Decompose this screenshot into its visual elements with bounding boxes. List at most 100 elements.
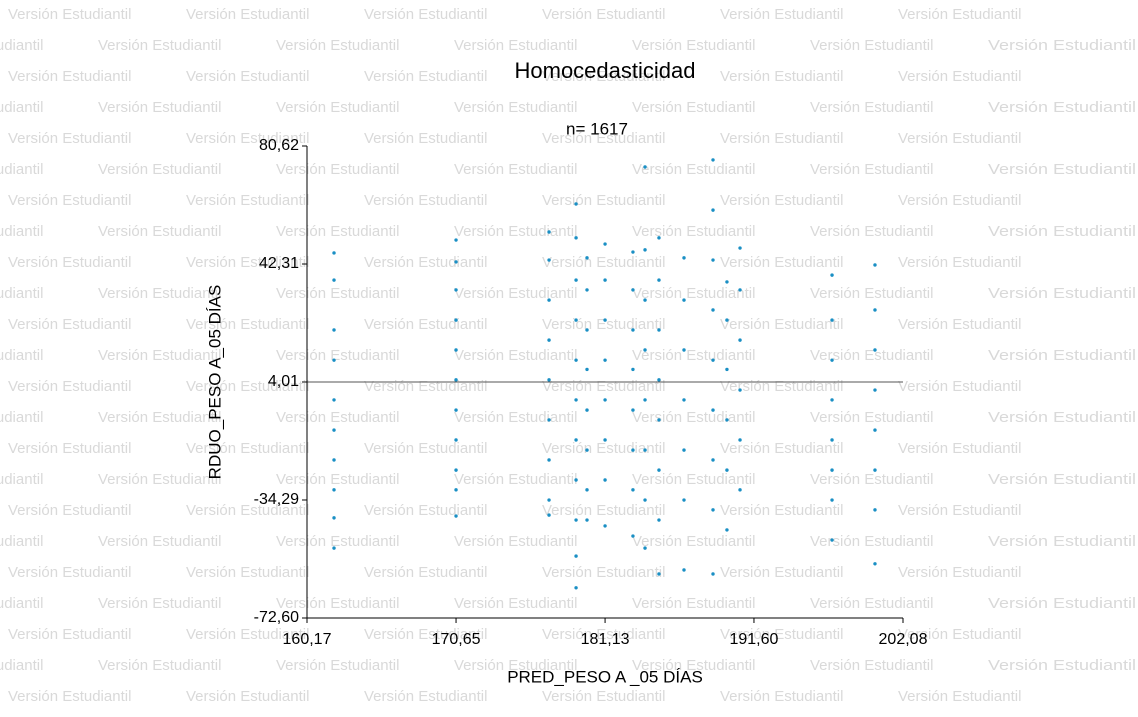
watermark: Versión Estudiantil bbox=[810, 37, 933, 54]
watermark: Versión Estudiantil bbox=[364, 192, 487, 209]
watermark: Versión Estudiantil bbox=[364, 502, 487, 519]
point bbox=[574, 478, 578, 482]
point bbox=[574, 438, 578, 442]
watermark: Versión Estudiantil bbox=[542, 564, 665, 581]
point bbox=[682, 498, 686, 502]
point bbox=[574, 398, 578, 402]
watermark: Versión Estudiantil bbox=[186, 192, 309, 209]
watermark: Versión Estudiantil bbox=[720, 254, 843, 271]
point bbox=[873, 263, 877, 267]
watermark: Versión Estudiantil bbox=[542, 440, 665, 457]
point bbox=[830, 438, 834, 442]
watermark: Versión Estudiantil bbox=[8, 130, 131, 147]
point bbox=[830, 468, 834, 472]
watermark: Versión Estudiantil bbox=[454, 409, 577, 426]
watermark: Versión Estudiantil bbox=[898, 564, 1021, 581]
point bbox=[738, 488, 742, 492]
point bbox=[738, 338, 742, 342]
point bbox=[873, 562, 877, 566]
watermark: Versión Estudiantil bbox=[454, 161, 577, 178]
watermark: Versión Estudiantil bbox=[0, 37, 43, 54]
point bbox=[657, 468, 661, 472]
point bbox=[454, 378, 458, 382]
watermark: Versión Estudiantil bbox=[898, 316, 1021, 333]
point bbox=[574, 358, 578, 362]
point bbox=[643, 448, 647, 452]
watermark: Versión Estudiantil bbox=[988, 161, 1136, 178]
watermark: Versión Estudiantil bbox=[276, 99, 399, 116]
point bbox=[682, 568, 686, 572]
point bbox=[682, 448, 686, 452]
watermark: Versión Estudiantil bbox=[632, 99, 755, 116]
point bbox=[873, 348, 877, 352]
watermark: Versión Estudiantil bbox=[98, 285, 221, 302]
point bbox=[454, 468, 458, 472]
watermark: Versión Estudiantil bbox=[98, 99, 221, 116]
point bbox=[332, 488, 336, 492]
watermark: Versión Estudiantil bbox=[276, 37, 399, 54]
watermark: Versión Estudiantil bbox=[810, 347, 933, 364]
watermark: Versión Estudiantil bbox=[364, 254, 487, 271]
x-tick-label: 202,08 bbox=[879, 631, 928, 648]
watermark: Versión Estudiantil bbox=[98, 471, 221, 488]
point bbox=[574, 318, 578, 322]
watermark: Versión Estudiantil bbox=[98, 657, 221, 674]
point bbox=[873, 388, 877, 392]
watermark: Versión Estudiantil bbox=[186, 440, 309, 457]
point bbox=[603, 438, 607, 442]
point bbox=[725, 468, 729, 472]
x-tick-label: 170,65 bbox=[432, 631, 481, 648]
point bbox=[711, 572, 715, 576]
point bbox=[547, 338, 551, 342]
point bbox=[332, 516, 336, 520]
watermark: Versión Estudiantil bbox=[276, 657, 399, 674]
chart-subtitle: n= 1617 bbox=[566, 119, 628, 138]
watermark: Versión Estudiantil bbox=[720, 440, 843, 457]
y-tick-label: -34,29 bbox=[254, 491, 299, 508]
watermark: Versión Estudiantil bbox=[276, 161, 399, 178]
watermark: Versión Estudiantil bbox=[98, 409, 221, 426]
point bbox=[830, 498, 834, 502]
watermark: Versión Estudiantil bbox=[542, 502, 665, 519]
watermark: Versión Estudiantil bbox=[454, 595, 577, 612]
point bbox=[873, 468, 877, 472]
watermark: Versión Estudiantil bbox=[8, 502, 131, 519]
point bbox=[830, 273, 834, 277]
watermark: Versión Estudiantil bbox=[8, 378, 131, 395]
point bbox=[454, 348, 458, 352]
point bbox=[657, 418, 661, 422]
point bbox=[657, 378, 661, 382]
watermark: Versión Estudiantil bbox=[364, 688, 487, 705]
watermark: Versión Estudiantil bbox=[632, 409, 755, 426]
watermark: Versión Estudiantil bbox=[276, 471, 399, 488]
point bbox=[711, 258, 715, 262]
watermark: Versión Estudiantil bbox=[988, 657, 1136, 674]
point bbox=[873, 428, 877, 432]
watermark: Versión Estudiantil bbox=[0, 285, 43, 302]
point bbox=[711, 408, 715, 412]
x-axis-label: PRED_PESO A _05 DÍAS bbox=[507, 667, 703, 686]
watermark: Versión Estudiantil bbox=[542, 130, 665, 147]
plot-layer: -72,60 -34,29 4,01 42,31 80,62 160,17 170,65 18… bbox=[254, 137, 928, 648]
point bbox=[547, 513, 551, 517]
x-tick-label: 181,13 bbox=[581, 631, 630, 648]
point bbox=[643, 165, 647, 169]
point bbox=[631, 250, 635, 254]
watermark: Versión Estudiantil bbox=[898, 68, 1021, 85]
point bbox=[725, 367, 729, 372]
point bbox=[711, 208, 715, 212]
watermark: Versión Estudiantil bbox=[632, 37, 755, 54]
point bbox=[547, 258, 551, 262]
watermark: Versión Estudiantil bbox=[0, 161, 43, 178]
point bbox=[574, 202, 578, 206]
watermark: Versión Estudiantil bbox=[632, 285, 755, 302]
point bbox=[603, 318, 607, 322]
watermark: Versión Estudiantil bbox=[186, 68, 309, 85]
watermark: Versión Estudiantil bbox=[364, 6, 487, 23]
point bbox=[603, 478, 607, 482]
point bbox=[454, 438, 458, 442]
point bbox=[454, 238, 458, 242]
point bbox=[454, 318, 458, 322]
point bbox=[738, 246, 742, 250]
point bbox=[603, 398, 607, 402]
